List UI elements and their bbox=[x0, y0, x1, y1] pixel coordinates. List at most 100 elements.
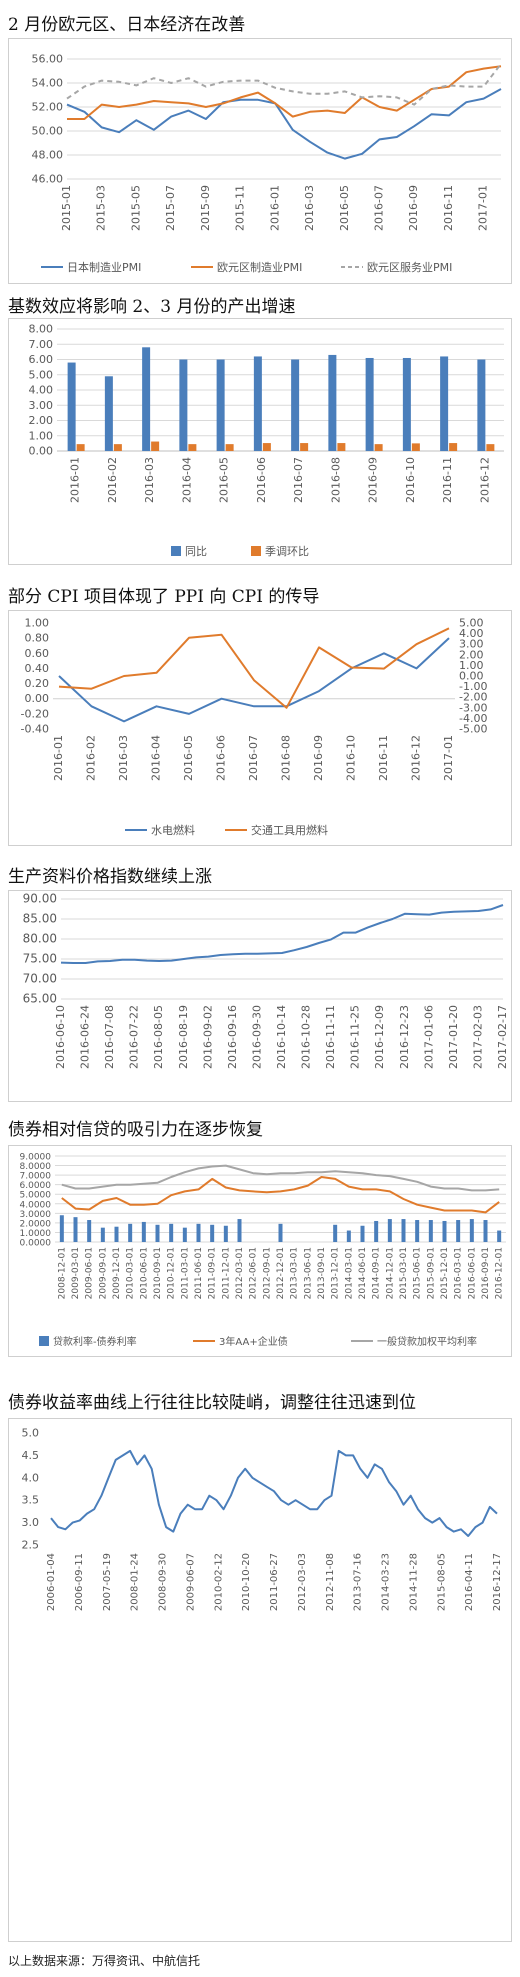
y2-tick-label: -1.00 bbox=[459, 680, 487, 693]
bar-yoy bbox=[440, 356, 449, 451]
bar-yoy bbox=[216, 359, 225, 451]
x-tick-label: 2016-11 bbox=[441, 457, 454, 503]
x-tick-label: 2010-06-01 bbox=[139, 1247, 149, 1299]
x-tick-label: 2008-12-01 bbox=[57, 1247, 67, 1299]
y-tick-label: 3.0 bbox=[22, 1516, 40, 1529]
x-tick-label: 2009-06-01 bbox=[85, 1247, 95, 1299]
x-tick-label: 2010-03-01 bbox=[126, 1247, 136, 1299]
x-tick-label: 2016-03 bbox=[117, 735, 130, 781]
y2-tick-label: 0.00 bbox=[459, 670, 484, 683]
x-tick-label: 2012-09-01 bbox=[262, 1247, 272, 1299]
y-tick-label: 90.00 bbox=[23, 892, 57, 906]
x-tick-label: 2016-08-19 bbox=[177, 1005, 190, 1069]
bar-yoy bbox=[104, 376, 113, 451]
x-tick-label: 2016-05 bbox=[218, 457, 231, 503]
y-tick-label: 0.80 bbox=[25, 632, 50, 645]
bar-spread bbox=[333, 1224, 338, 1242]
x-tick-label: 2016-03-01 bbox=[454, 1247, 464, 1299]
chart3-panel: -0.40 -0.20 0.00 0.20 0.40 0.60 0.80 1.00 -5.00-… bbox=[8, 610, 512, 846]
x-tick-label: 2016-07 bbox=[372, 185, 385, 231]
x-tick-label: 2016-11-11 bbox=[324, 1005, 337, 1069]
x-tick-label: 2010-12-01 bbox=[167, 1247, 177, 1299]
bar-spread bbox=[196, 1223, 201, 1242]
bar-spread bbox=[169, 1223, 174, 1242]
chart3-title: 部分 CPI 项目体现了 PPI 向 CPI 的传导 bbox=[8, 587, 320, 607]
x-tick-label: 2016-01 bbox=[52, 735, 65, 781]
y-tick-label: 4.00 bbox=[29, 384, 54, 397]
bar-mom bbox=[113, 444, 122, 451]
y-tick-label: 1.00 bbox=[29, 429, 54, 442]
y2-tick-label: -3.00 bbox=[459, 701, 487, 714]
bar-yoy bbox=[328, 354, 337, 451]
bar-spread bbox=[278, 1223, 283, 1242]
x-tick-label: 2012-12-01 bbox=[276, 1247, 286, 1299]
x-tick-label: 2016-04 bbox=[180, 457, 193, 503]
y-tick-label: 52.00 bbox=[32, 101, 64, 114]
y2-tick-label: 1.00 bbox=[459, 659, 484, 672]
x-tick-label: 2016-02 bbox=[106, 457, 119, 503]
x-tick-label: 2016-07-22 bbox=[128, 1005, 141, 1069]
legend-swatch bbox=[39, 1336, 49, 1346]
bar-yoy bbox=[67, 362, 76, 451]
y-tick-label: 0.20 bbox=[25, 677, 50, 690]
x-tick-label: 2017-01-20 bbox=[447, 1005, 460, 1069]
x-tick-label: 2016-09 bbox=[312, 735, 325, 781]
bar-spread bbox=[59, 1215, 64, 1242]
y-tick-label: 70.00 bbox=[23, 972, 57, 986]
x-tick-label: 2016-09 bbox=[407, 185, 420, 231]
x-tick-label: 2016-12-17 bbox=[492, 1553, 503, 1611]
bar-yoy bbox=[291, 359, 300, 451]
y-tick-label: 7.0000 bbox=[20, 1172, 52, 1182]
x-tick-label: 2011-03-01 bbox=[180, 1247, 190, 1299]
bar-yoy bbox=[402, 357, 411, 451]
x-tick-label: 2009-09-01 bbox=[98, 1247, 108, 1299]
bar-spread bbox=[346, 1230, 351, 1242]
x-tick-label: 2016-12 bbox=[478, 457, 491, 503]
y-tick-label: 5.0 bbox=[22, 1427, 40, 1440]
legend-label: 日本制造业PMI bbox=[67, 260, 141, 274]
bar-spread bbox=[469, 1219, 474, 1242]
y-tick-label: 9.0000 bbox=[20, 1153, 52, 1163]
x-tick-label: 2015-05 bbox=[129, 185, 142, 231]
y-tick-label: 8.0000 bbox=[20, 1162, 52, 1172]
series-line-1 bbox=[50, 1449, 498, 1537]
y-tick-label: 2.5 bbox=[22, 1539, 40, 1552]
chart1-title: 2 月份欧元区、日本经济在改善 bbox=[8, 15, 246, 35]
x-tick-label: 2015-08-05 bbox=[436, 1553, 447, 1611]
legend-swatch bbox=[251, 546, 261, 556]
bar-mom bbox=[374, 444, 383, 451]
y-tick-label: 0.40 bbox=[25, 662, 50, 675]
series-line-1 bbox=[66, 88, 502, 160]
x-tick-label: 2011-06-27 bbox=[269, 1553, 280, 1611]
y-tick-label: 6.00 bbox=[29, 353, 54, 366]
y-tick-label: 46.00 bbox=[32, 173, 64, 186]
bar-mom bbox=[76, 444, 85, 451]
x-tick-label: 2010-09-01 bbox=[153, 1247, 163, 1299]
bar-yoy bbox=[253, 356, 262, 451]
x-tick-label: 2016-11 bbox=[442, 185, 455, 231]
chart5-svg: 0.00001.00002.00003.00004.00005.00006.00… bbox=[20, 1153, 506, 1348]
x-tick-label: 2014-11-28 bbox=[408, 1553, 419, 1611]
x-tick-label: 2015-07 bbox=[164, 185, 177, 231]
series-line-1 bbox=[60, 904, 504, 964]
chart2-panel: 0.00 1.00 2.00 3.00 4.00 5.00 6.00 7.00 8.00 2016… bbox=[8, 318, 512, 565]
bar-yoy bbox=[179, 359, 188, 451]
x-tick-label: 2013-12-01 bbox=[331, 1247, 341, 1299]
x-tick-label: 2016-05 bbox=[338, 185, 351, 231]
bar-spread bbox=[401, 1219, 406, 1242]
x-tick-label: 2016-08 bbox=[329, 457, 342, 503]
y-tick-label: 5.0000 bbox=[20, 1191, 52, 1201]
x-tick-label: 2016-08 bbox=[280, 735, 293, 781]
x-tick-label: 2009-12-01 bbox=[112, 1247, 122, 1299]
chart2-title: 基数效应将影响 2、3 月份的产出增速 bbox=[8, 297, 296, 317]
x-tick-label: 2011-06-01 bbox=[194, 1247, 204, 1299]
bar-spread bbox=[182, 1227, 187, 1242]
x-tick-label: 2010-02-12 bbox=[213, 1553, 224, 1611]
x-tick-label: 2016-09-16 bbox=[226, 1005, 239, 1069]
bar-mom bbox=[300, 443, 309, 451]
y-tick-label: 65.00 bbox=[23, 992, 57, 1006]
y-tick-label: 1.00 bbox=[25, 617, 50, 630]
x-tick-label: 2016-07 bbox=[247, 735, 260, 781]
bar-spread bbox=[210, 1224, 215, 1242]
y-tick-label: 2.0000 bbox=[20, 1219, 52, 1229]
